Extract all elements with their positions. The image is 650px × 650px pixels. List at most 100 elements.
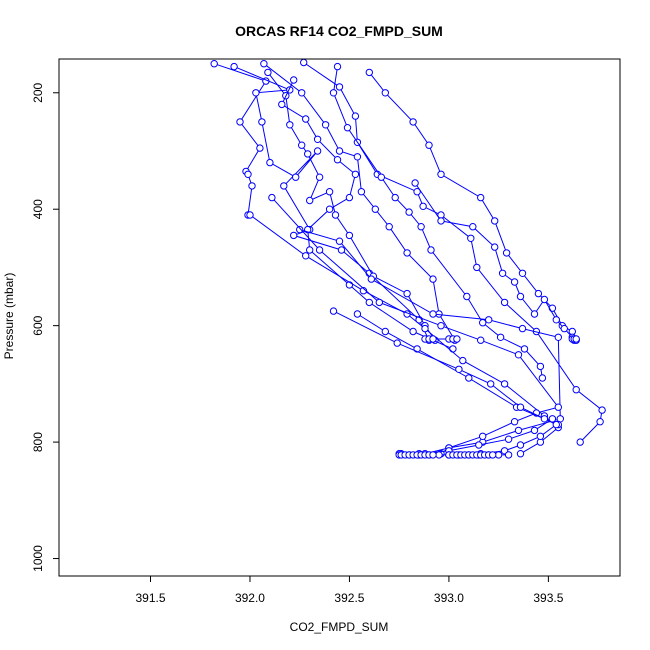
series-9-point [530, 310, 539, 318]
series-14-point [329, 307, 338, 315]
x-tick-label: 393.5 [533, 591, 563, 605]
series-11-point [335, 237, 344, 245]
series-7-line [332, 66, 543, 379]
series-3-point [304, 150, 312, 158]
series-4-point [365, 298, 373, 307]
series-5-line [263, 63, 456, 341]
series-5-point [403, 249, 411, 257]
series-15-point [435, 451, 443, 459]
series-3-point [264, 68, 272, 77]
series-11-point [485, 316, 493, 324]
series-7-point [377, 173, 385, 181]
series-13-point [530, 426, 539, 435]
series-19-point [572, 335, 580, 343]
series-4-point [306, 246, 314, 254]
series-4-line [281, 79, 454, 350]
series-12-point [477, 336, 485, 344]
series-6-point [335, 83, 344, 91]
x-tick-label: 391.5 [135, 591, 165, 605]
series-2-point [290, 231, 298, 240]
series-4-point [313, 135, 322, 144]
series-13-point [475, 441, 483, 449]
y-tick-label: 1000 [31, 545, 45, 572]
series-8-point [409, 118, 417, 126]
series-7-point [417, 223, 425, 231]
series-4-point [290, 76, 298, 84]
plot-frame [58, 58, 621, 577]
series-6-point [413, 188, 421, 196]
series-12-point [479, 432, 487, 440]
x-tick-label: 392.0 [235, 591, 265, 605]
series-4-point [333, 156, 342, 164]
series-4-point [302, 115, 310, 123]
series-9-point [540, 295, 549, 304]
series-2-point [280, 182, 288, 190]
series-17-point [489, 451, 497, 459]
series-2-point [230, 62, 238, 71]
series-4-point [278, 100, 286, 109]
series-6-point [596, 418, 604, 426]
plot-area [210, 59, 606, 459]
x-tick-label: 393.0 [434, 591, 464, 605]
series-8-point [425, 141, 433, 149]
series-7-point [343, 124, 352, 132]
series-1-point [256, 144, 264, 152]
series-10-point [500, 380, 509, 388]
series-2-line [233, 66, 430, 341]
series-2-point [313, 147, 322, 155]
series-8-point [534, 289, 543, 298]
series-4-point [345, 193, 354, 202]
series-11-point [514, 426, 523, 435]
series-7-point [391, 193, 399, 202]
series-14-point [487, 380, 495, 388]
series-13-point [381, 327, 389, 336]
series-7-point [427, 246, 435, 254]
series-3-point [403, 289, 411, 298]
series-10-point [246, 211, 254, 219]
series-14-point [393, 339, 401, 347]
series-3-point [315, 173, 324, 181]
series-9-point [411, 179, 419, 187]
series-10-point [421, 324, 429, 333]
series-8-point [365, 68, 373, 77]
series-7-point [479, 319, 487, 327]
series-group [210, 59, 606, 459]
series-9-point [437, 217, 445, 225]
series-9-point [498, 269, 507, 277]
series-2-point [258, 118, 266, 126]
y-tick-label: 200 [31, 82, 45, 102]
series-12-point [514, 351, 523, 359]
series-3-point [306, 196, 314, 205]
series-16-point [429, 451, 437, 459]
y-tick-label: 400 [31, 199, 45, 219]
series-2-point [266, 158, 274, 167]
y-tick-label: 600 [31, 315, 45, 335]
series-3-point [345, 231, 354, 240]
series-10-point [302, 252, 310, 260]
series-2-point [252, 89, 260, 97]
series-6-point [598, 406, 606, 414]
series-12-point [437, 322, 445, 330]
series-7-point [536, 362, 545, 371]
series-8-point [518, 269, 527, 277]
series-12-point [554, 403, 562, 411]
series-7-point [333, 62, 342, 71]
series-1-point [244, 170, 252, 179]
series-9-point [560, 324, 568, 333]
series-9-point [469, 223, 477, 231]
x-axis-label: CO2_FMPD_SUM [290, 620, 389, 634]
series-6-point [300, 59, 308, 67]
series-12-point [510, 418, 519, 426]
series-5-point [385, 223, 393, 231]
series-14-point [455, 365, 463, 373]
series-4-point [409, 327, 417, 336]
series-11-point [518, 324, 527, 333]
series-9-point [510, 278, 519, 286]
series-6-point [473, 263, 481, 272]
series-9-point [491, 243, 499, 251]
series-9-point [552, 316, 560, 324]
series-3-point [331, 211, 340, 219]
series-13-point [548, 415, 557, 423]
series-11-point [296, 225, 304, 234]
series-6-point [500, 298, 509, 307]
